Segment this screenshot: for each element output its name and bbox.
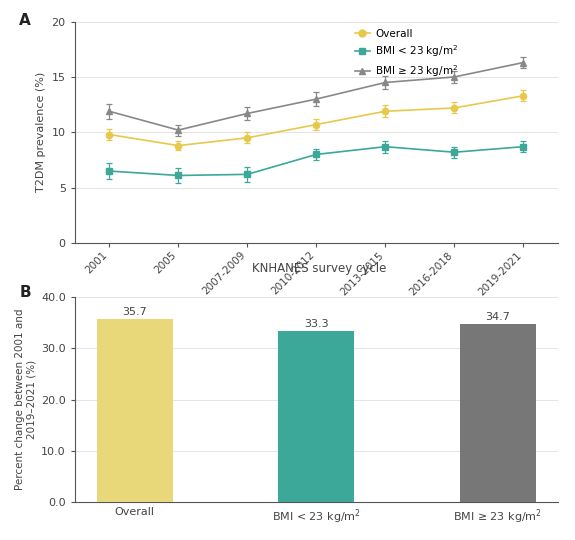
Text: 34.7: 34.7 [485,312,510,322]
Text: KNHANES survey cycle: KNHANES survey cycle [252,262,386,275]
Y-axis label: Percent change between 2001 and
2019–2021 (%): Percent change between 2001 and 2019–202… [15,309,37,490]
Text: A: A [19,13,31,28]
Bar [459,324,536,502]
Text: B: B [19,285,31,300]
Bar [278,332,354,502]
Text: 35.7: 35.7 [122,307,147,317]
Bar [97,319,173,502]
Text: 33.3: 33.3 [304,319,328,329]
Legend: Overall, BMI < 23 kg/m$^2$, BMI ≥ 23 kg/m$^2$: Overall, BMI < 23 kg/m$^2$, BMI ≥ 23 kg/… [350,25,463,83]
Y-axis label: T2DM prevalence (%): T2DM prevalence (%) [36,72,46,192]
